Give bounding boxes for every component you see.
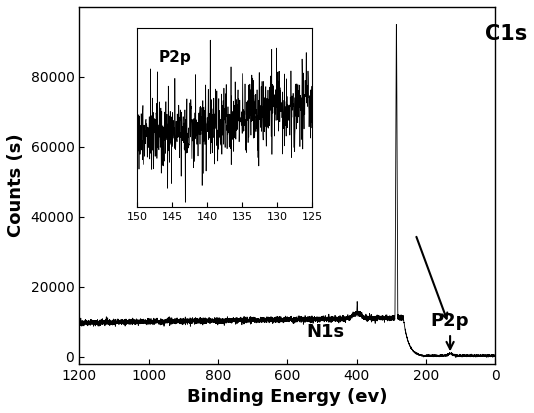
X-axis label: Binding Energy (ev): Binding Energy (ev) [187, 388, 388, 406]
Text: N1s: N1s [307, 323, 344, 341]
Y-axis label: Counts (s): Counts (s) [7, 133, 25, 237]
Text: P2p: P2p [431, 312, 469, 349]
Text: C1s: C1s [485, 24, 527, 45]
